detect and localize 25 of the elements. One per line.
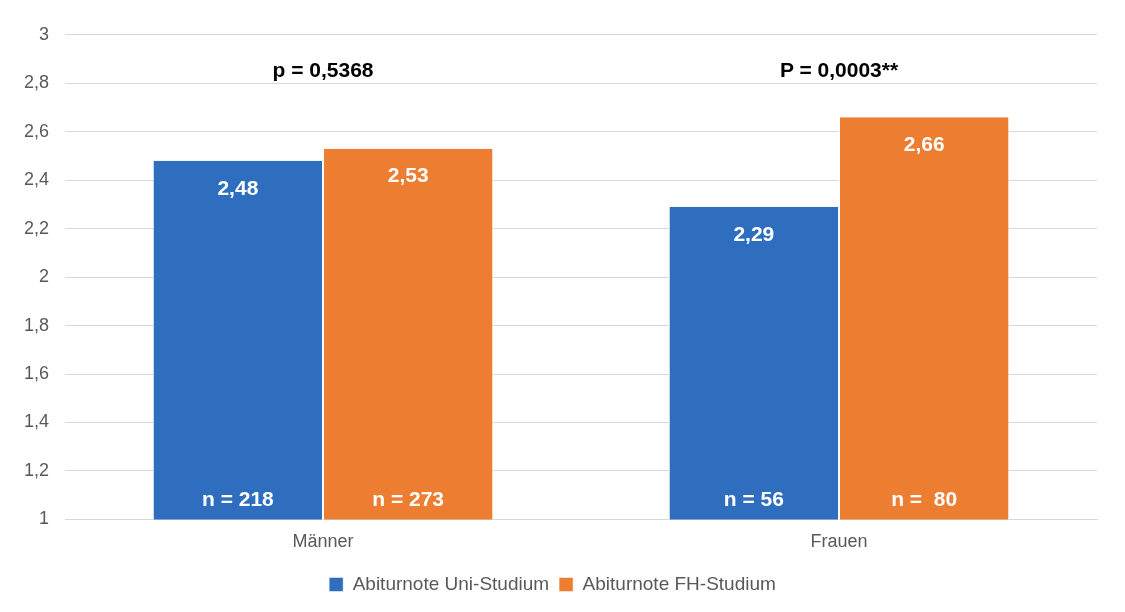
data-label: 2,29 bbox=[733, 221, 775, 245]
annotation: n = 80 bbox=[891, 486, 958, 510]
y-tick-label: 2,6 bbox=[23, 120, 50, 141]
data-label: 2,48 bbox=[217, 175, 259, 199]
y-tick-label: 1,2 bbox=[23, 459, 50, 480]
y-tick-label: 1,6 bbox=[23, 362, 50, 383]
data-label: 2,66 bbox=[903, 131, 945, 155]
y-tick-label: 1 bbox=[39, 508, 50, 529]
data-label: 2,53 bbox=[387, 163, 429, 187]
annotation: P = 0,0003** bbox=[779, 57, 899, 81]
x-tick-label: Frauen bbox=[810, 531, 868, 552]
annotation: n = 56 bbox=[723, 486, 784, 510]
y-tick-label: 2,4 bbox=[23, 169, 50, 190]
legend-label: Abiturnote Uni-Studium bbox=[352, 572, 550, 594]
annotation: n = 273 bbox=[372, 486, 445, 510]
y-tick-label: 3 bbox=[39, 23, 50, 44]
y-tick-label: 1,8 bbox=[23, 314, 50, 335]
y-tick-label: 2,2 bbox=[23, 217, 50, 238]
y-tick-label: 2,8 bbox=[23, 72, 50, 93]
legend-label: Abiturnote FH-Studium bbox=[582, 572, 776, 594]
y-tick-label: 2 bbox=[39, 266, 50, 287]
x-tick-label: Männer bbox=[292, 531, 354, 552]
y-tick-label: 1,4 bbox=[23, 411, 50, 432]
annotation: p = 0,5368 bbox=[272, 57, 374, 81]
annotation: n = 218 bbox=[201, 486, 275, 510]
